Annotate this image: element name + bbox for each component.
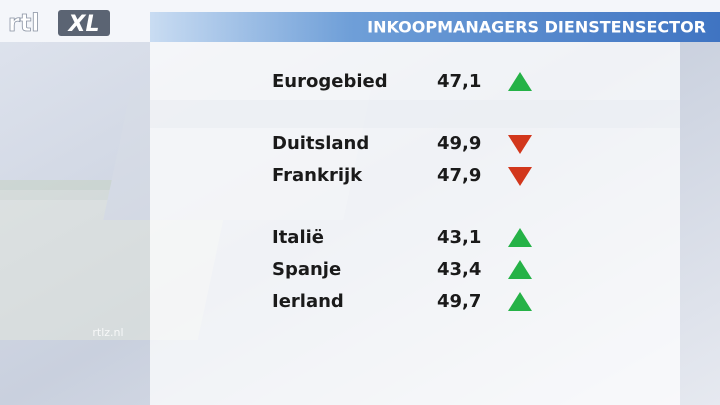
value: 43,1 — [437, 227, 481, 248]
value: 43,4 — [437, 259, 481, 280]
value: 49,9 — [437, 133, 481, 154]
value: 49,7 — [437, 291, 481, 312]
logo-suffix: XL — [67, 12, 100, 37]
country: Italië — [272, 227, 324, 248]
logo-box — [58, 10, 110, 36]
trend-arrow — [508, 135, 532, 154]
title-bar — [150, 12, 720, 42]
panel-band — [150, 100, 680, 128]
trend-arrow — [508, 72, 532, 91]
table: Eurogebied 47,1 Duitsland 49,9 Frankrijk 47,9… — [272, 71, 532, 312]
country: Spanje — [272, 259, 341, 280]
country: Duitsland — [272, 133, 369, 154]
panel — [150, 42, 680, 405]
title: INKOOPMANAGERS DIENSTENSECTOR — [367, 18, 706, 37]
logo-brand: rtl — [8, 9, 40, 37]
value: 47,9 — [437, 165, 481, 186]
trend-arrow — [508, 260, 532, 279]
value: 47,1 — [437, 71, 481, 92]
trend-arrow — [508, 228, 532, 247]
country: Frankrijk — [272, 165, 363, 186]
watermark: rtlz.nl — [92, 326, 123, 339]
trend-arrow — [508, 167, 532, 186]
country: Eurogebied — [272, 71, 388, 92]
country: Ierland — [272, 291, 344, 312]
trend-arrow — [508, 292, 532, 311]
